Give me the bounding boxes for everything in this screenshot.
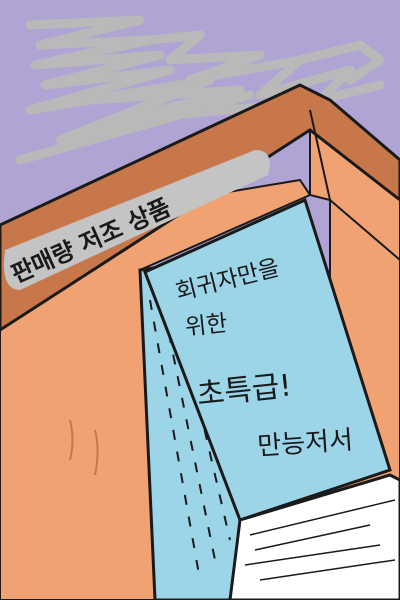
book-cover (143, 197, 392, 522)
box-top-rim (0, 83, 400, 332)
box-scratches (69, 419, 99, 476)
shelf-label-bg (4, 150, 270, 290)
book-title-line-2: 위한 (184, 311, 229, 341)
book-title-line-4: 만능저서 (256, 425, 354, 462)
sky-scribble (15, 15, 385, 165)
book-page-lines (244, 499, 396, 581)
box-inner-fold (309, 109, 400, 261)
